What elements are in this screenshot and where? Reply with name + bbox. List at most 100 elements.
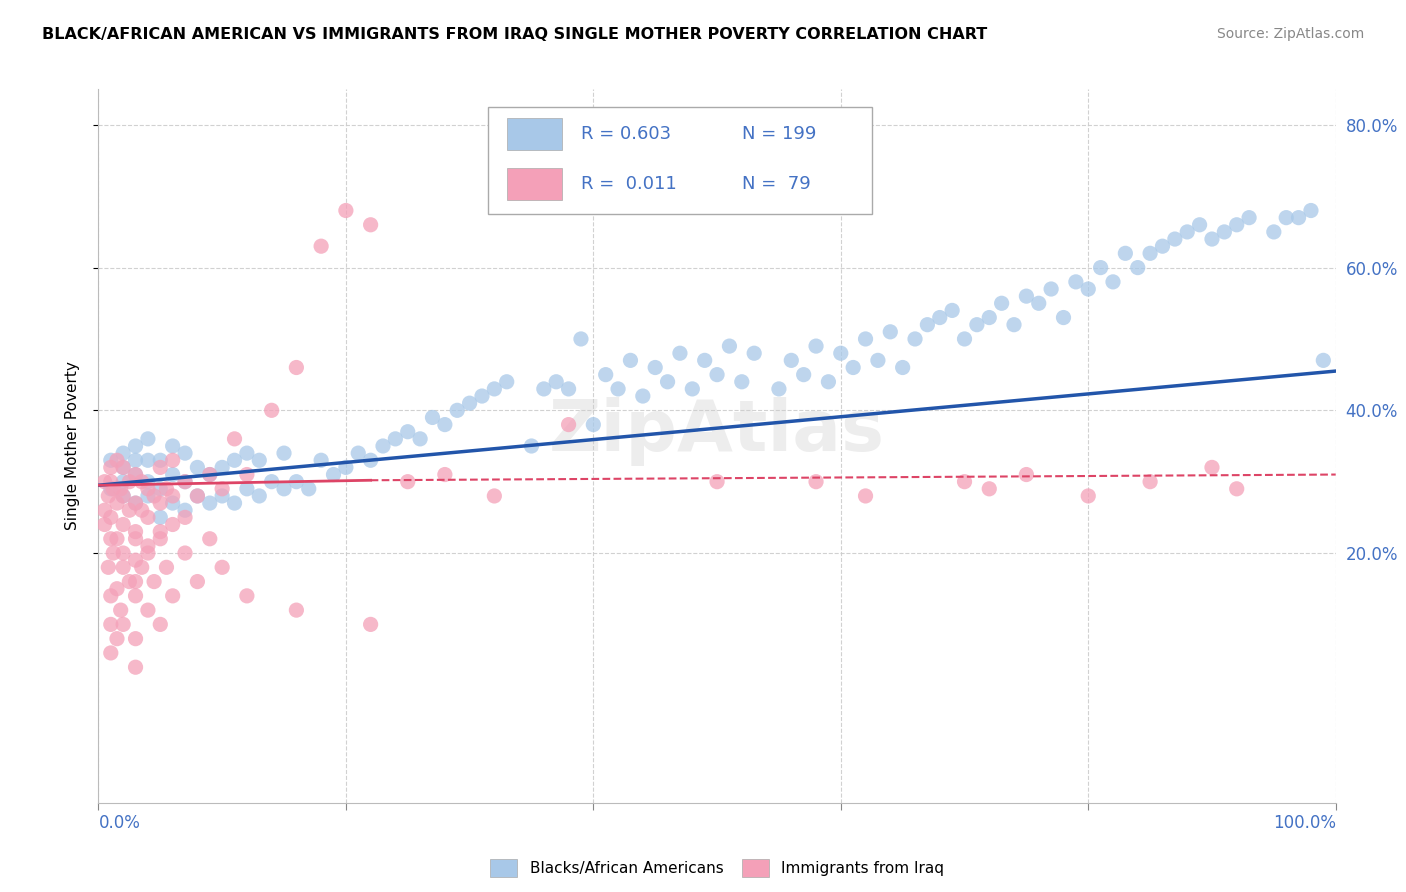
- Point: [285, 603, 308, 617]
- Point: [105, 496, 128, 510]
- Point: [706, 475, 728, 489]
- Point: [124, 467, 146, 482]
- Point: [149, 496, 172, 510]
- Point: [118, 503, 141, 517]
- Point: [360, 617, 382, 632]
- Point: [124, 496, 146, 510]
- Text: ZipAtlas: ZipAtlas: [550, 397, 884, 467]
- Point: [879, 325, 901, 339]
- Point: [143, 489, 166, 503]
- Point: [136, 453, 159, 467]
- Point: [928, 310, 950, 325]
- Point: [100, 532, 122, 546]
- Point: [100, 510, 122, 524]
- Point: [136, 475, 159, 489]
- Point: [657, 375, 679, 389]
- Point: [124, 660, 146, 674]
- Point: [112, 475, 135, 489]
- Point: [285, 360, 308, 375]
- FancyBboxPatch shape: [488, 107, 872, 214]
- Point: [990, 296, 1012, 310]
- Point: [371, 439, 394, 453]
- Point: [211, 560, 233, 574]
- Point: [335, 203, 357, 218]
- Point: [607, 382, 630, 396]
- Point: [198, 467, 221, 482]
- Point: [186, 460, 208, 475]
- Point: [186, 574, 208, 589]
- Point: [211, 489, 233, 503]
- Point: [1164, 232, 1187, 246]
- Point: [97, 489, 120, 503]
- Text: R =  0.011: R = 0.011: [581, 175, 676, 193]
- Point: [174, 475, 197, 489]
- Y-axis label: Single Mother Poverty: Single Mother Poverty: [65, 361, 80, 531]
- Point: [124, 553, 146, 567]
- Point: [1201, 232, 1223, 246]
- Point: [136, 510, 159, 524]
- Point: [174, 475, 197, 489]
- Point: [495, 375, 517, 389]
- Point: [433, 417, 456, 432]
- Point: [112, 489, 135, 503]
- Point: [124, 496, 146, 510]
- Point: [112, 446, 135, 460]
- Point: [186, 489, 208, 503]
- Point: [112, 560, 135, 574]
- Point: [1263, 225, 1285, 239]
- Point: [557, 417, 579, 432]
- Point: [162, 496, 184, 510]
- Point: [112, 517, 135, 532]
- Point: [247, 489, 270, 503]
- Point: [236, 467, 259, 482]
- Point: [162, 467, 184, 482]
- Point: [124, 632, 146, 646]
- Text: Source: ZipAtlas.com: Source: ZipAtlas.com: [1216, 27, 1364, 41]
- Point: [136, 546, 159, 560]
- Point: [1237, 211, 1260, 225]
- Point: [100, 589, 122, 603]
- Point: [458, 396, 481, 410]
- Point: [105, 453, 128, 467]
- Point: [198, 467, 221, 482]
- Point: [891, 360, 914, 375]
- Point: [1312, 353, 1334, 368]
- Point: [112, 460, 135, 475]
- Point: [644, 360, 666, 375]
- Point: [1090, 260, 1112, 275]
- Point: [953, 332, 976, 346]
- Point: [1139, 475, 1161, 489]
- Point: [110, 603, 132, 617]
- Point: [124, 524, 146, 539]
- Point: [830, 346, 852, 360]
- Point: [422, 410, 444, 425]
- Point: [211, 460, 233, 475]
- Point: [236, 589, 259, 603]
- Point: [112, 617, 135, 632]
- Point: [1188, 218, 1211, 232]
- Point: [136, 603, 159, 617]
- Point: [112, 546, 135, 560]
- Point: [780, 353, 803, 368]
- Point: [149, 460, 172, 475]
- Point: [1040, 282, 1063, 296]
- Point: [118, 574, 141, 589]
- Point: [309, 239, 332, 253]
- Point: [396, 475, 419, 489]
- Point: [347, 446, 370, 460]
- Point: [384, 432, 406, 446]
- Point: [100, 453, 122, 467]
- Point: [1139, 246, 1161, 260]
- Point: [1077, 489, 1099, 503]
- Point: [93, 503, 115, 517]
- Point: [174, 503, 197, 517]
- Point: [174, 510, 197, 524]
- Legend: Blacks/African Americans, Immigrants from Iraq: Blacks/African Americans, Immigrants fro…: [489, 859, 945, 877]
- Point: [1114, 246, 1136, 260]
- Point: [198, 532, 221, 546]
- Point: [149, 453, 172, 467]
- Point: [143, 574, 166, 589]
- Point: [1077, 282, 1099, 296]
- Point: [260, 475, 283, 489]
- Point: [396, 425, 419, 439]
